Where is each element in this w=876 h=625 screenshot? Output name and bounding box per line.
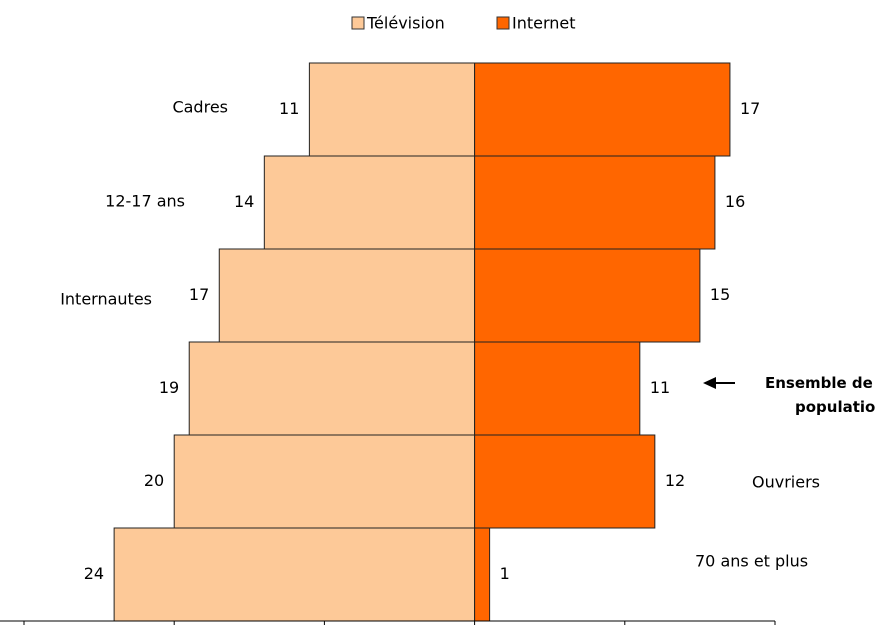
legend-swatch xyxy=(351,16,365,30)
bar xyxy=(113,527,476,622)
bar xyxy=(263,155,476,250)
legend-label: Télévision xyxy=(366,14,445,33)
bar xyxy=(474,527,491,622)
category-label: Ouvriers xyxy=(752,473,820,492)
bar xyxy=(474,248,701,343)
value-label: 11 xyxy=(279,99,299,118)
bar xyxy=(474,434,656,529)
category-label-line: population xyxy=(795,398,876,416)
bar xyxy=(474,155,716,250)
bar xyxy=(474,341,641,436)
value-label: 17 xyxy=(740,99,760,118)
bar xyxy=(218,248,476,343)
category-label: Internautes xyxy=(60,290,152,309)
value-label: 19 xyxy=(159,378,179,397)
bar xyxy=(188,341,476,436)
category-label: Ensemble de la population xyxy=(765,374,876,416)
bar xyxy=(308,62,476,157)
value-label: 16 xyxy=(725,192,745,211)
value-label: 1 xyxy=(500,564,510,583)
category-label: Cadres xyxy=(172,98,228,117)
arrow-head xyxy=(703,377,716,389)
value-label: 11 xyxy=(650,378,670,397)
category-label: 12-17 ans xyxy=(105,192,185,211)
legend-label: Internet xyxy=(512,14,576,33)
category-label-line: Ensemble de la xyxy=(765,374,876,392)
value-label: 14 xyxy=(234,192,254,211)
value-label: 17 xyxy=(189,285,209,304)
value-label: 24 xyxy=(84,564,104,583)
bar xyxy=(474,62,731,157)
category-label: 70 ans et plus xyxy=(695,552,808,571)
legend: Télévision Internet xyxy=(351,14,576,33)
legend-swatch xyxy=(496,16,510,30)
bar xyxy=(173,434,476,529)
value-label: 12 xyxy=(665,471,685,490)
value-label: 15 xyxy=(710,285,730,304)
value-label: 20 xyxy=(144,471,164,490)
